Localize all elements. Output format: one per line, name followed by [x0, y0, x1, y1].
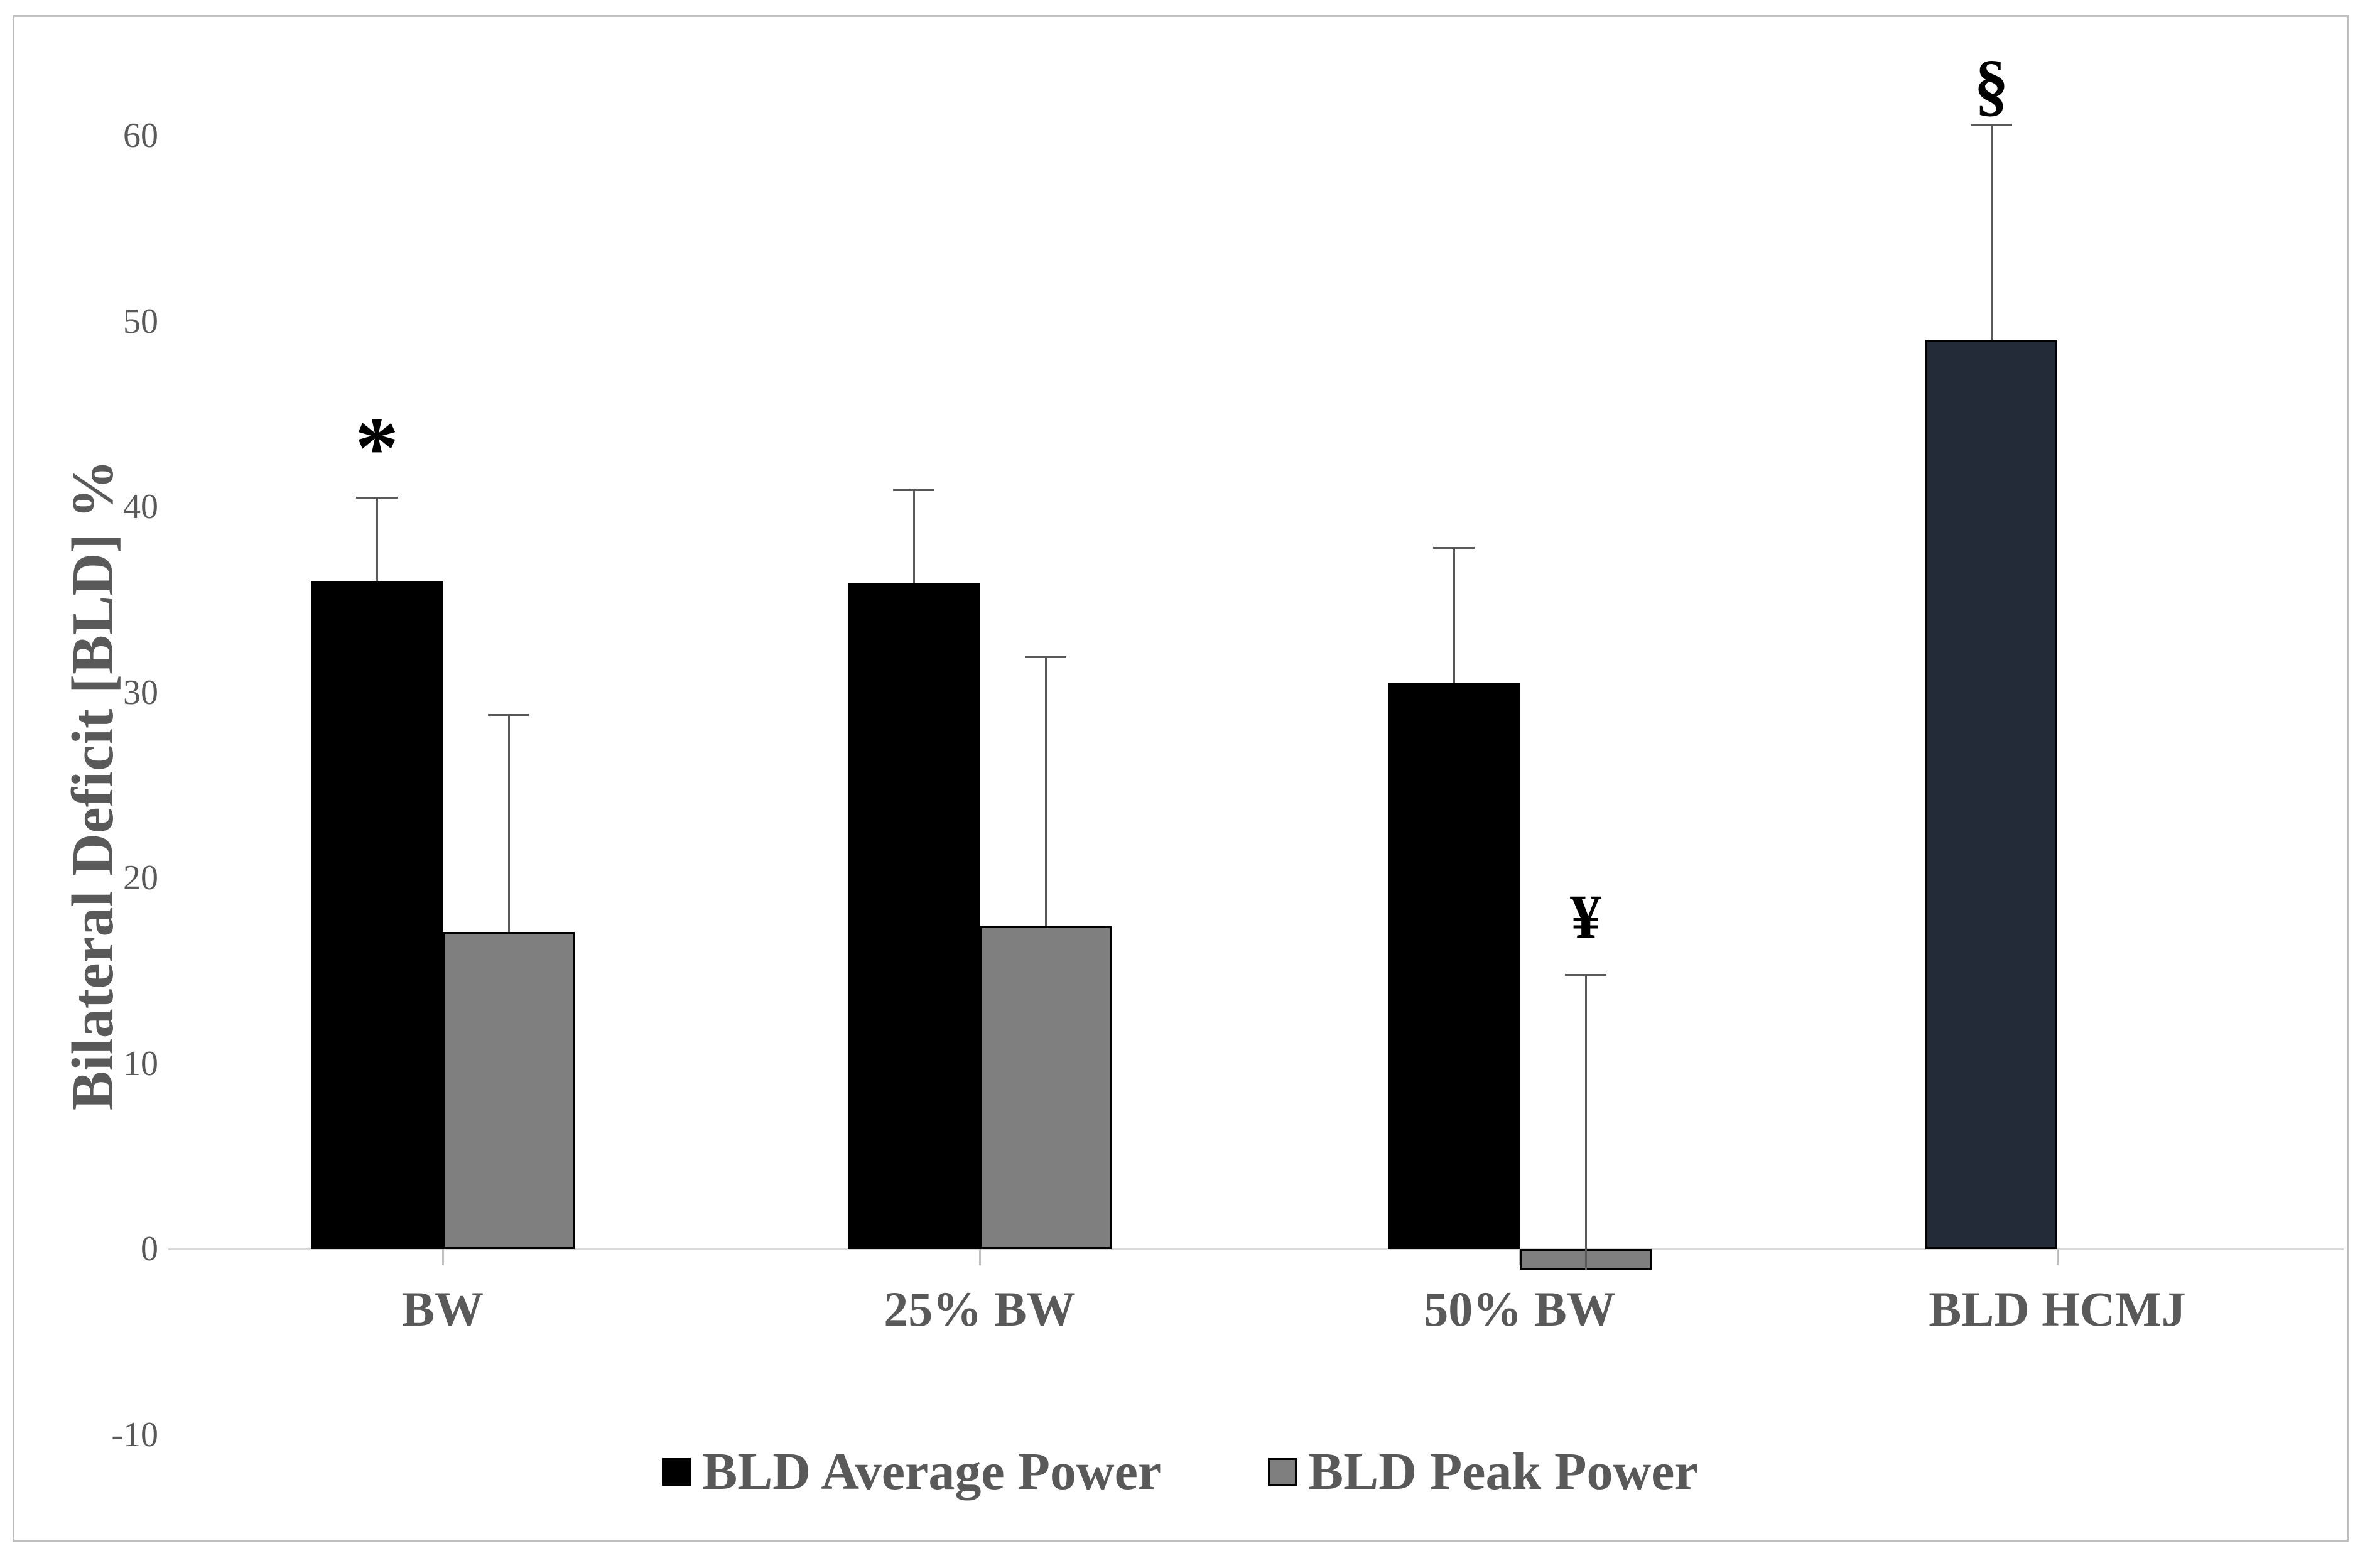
- error-bar-bld-hcmj-bld-average-power: [1990, 124, 1993, 340]
- error-cap-50-bw-bld-peak-power: [1565, 973, 1606, 976]
- y-tick-label--10: -10: [111, 1415, 158, 1454]
- y-tick-label-0: 0: [141, 1230, 158, 1268]
- bar-bld-hcmj-bld-average-power: [1925, 340, 2057, 1249]
- legend-swatch-bld-peak-power: [1268, 1458, 1297, 1486]
- x-axis-line: [168, 1248, 2344, 1250]
- x-axis-label-50-bw: 50% BW: [1424, 1282, 1616, 1336]
- y-tick-label-10: 10: [123, 1044, 158, 1083]
- legend-item-bld-peak-power: BLD Peak Power: [1268, 1446, 1698, 1498]
- legend-item-bld-average-power: BLD Average Power: [662, 1446, 1161, 1498]
- error-cap-bw-bld-peak-power: [488, 713, 529, 716]
- y-tick-label-40: 40: [123, 487, 158, 526]
- annotation-yen: ¥: [1570, 881, 1601, 951]
- error-bar-50-bw-bld-average-power: [1453, 548, 1455, 683]
- x-tick-bw: [441, 1249, 444, 1265]
- error-bar-bw-bld-peak-power: [507, 714, 510, 932]
- error-bar-50-bw-bld-peak-power: [1584, 974, 1587, 1270]
- x-axis-label-bw: BW: [401, 1282, 484, 1336]
- y-tick-label-30: 30: [123, 673, 158, 712]
- bar-25-bw-bld-average-power: [848, 583, 980, 1249]
- annotation-asterisk: *: [355, 399, 399, 497]
- legend: BLD Average Power BLD Peak Power: [0, 1446, 2360, 1498]
- annotation-section: §: [1974, 46, 2009, 124]
- error-bar-bw-bld-average-power: [376, 497, 378, 581]
- bar-bw-bld-average-power: [311, 581, 443, 1249]
- y-tick-label-60: 60: [123, 116, 158, 155]
- bar-50-bw-bld-average-power: [1388, 683, 1520, 1249]
- error-cap-25-bw-bld-peak-power: [1025, 656, 1066, 659]
- error-cap-50-bw-bld-average-power: [1433, 547, 1475, 549]
- error-bar-25-bw-bld-peak-power: [1044, 657, 1047, 926]
- legend-label-bld-peak-power: BLD Peak Power: [1308, 1442, 1698, 1501]
- error-cap-bw-bld-average-power: [356, 497, 398, 499]
- y-tick-label-20: 20: [123, 858, 158, 897]
- legend-label-bld-average-power: BLD Average Power: [702, 1442, 1162, 1501]
- error-cap-bld-hcmj-bld-average-power: [1971, 124, 2012, 126]
- bar-bw-bld-peak-power: [443, 931, 575, 1249]
- y-tick-label-50: 50: [123, 301, 158, 341]
- x-tick-25-bw: [978, 1249, 981, 1265]
- x-tick-bld-hcmj: [2056, 1249, 2059, 1265]
- error-bar-25-bw-bld-average-power: [912, 490, 915, 583]
- bar-25-bw-bld-peak-power: [980, 926, 1112, 1249]
- legend-swatch-bld-average-power: [662, 1458, 691, 1486]
- error-cap-25-bw-bld-average-power: [893, 489, 934, 492]
- x-axis-label-25-bw: 25% BW: [884, 1282, 1076, 1336]
- x-axis-label-bld-hcmj: BLD HCMJ: [1929, 1282, 2186, 1336]
